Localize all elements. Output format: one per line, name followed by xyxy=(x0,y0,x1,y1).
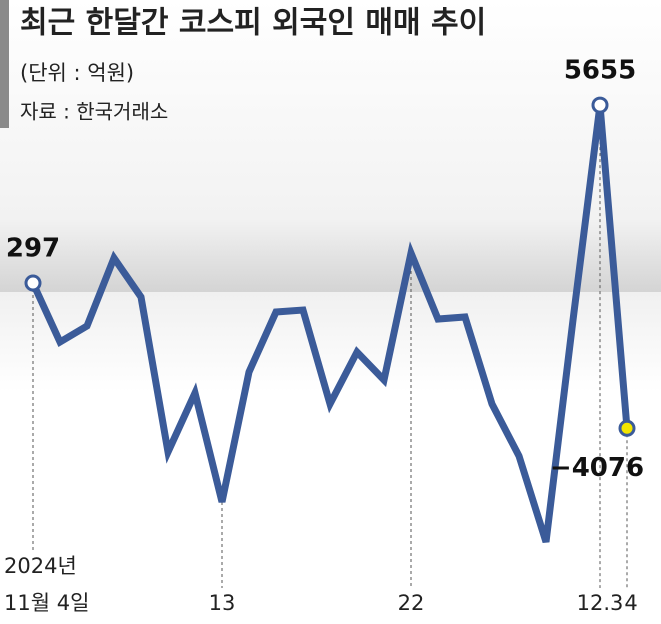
source: 자료 : 한국거래소 xyxy=(20,100,168,124)
value-label: 5655 xyxy=(564,56,636,86)
x-tick-label: 11월 4일 xyxy=(4,591,89,615)
x-tick-label: 22 xyxy=(398,591,425,615)
chart-title: 최근 한달간 코스피 외국인 매매 추이 xyxy=(20,6,486,41)
line xyxy=(29,104,631,544)
point xyxy=(618,419,636,437)
chart-subtitle: (단위 : 억원) xyxy=(20,61,134,85)
value-label: −4076 xyxy=(550,453,644,483)
background-upper xyxy=(0,0,661,292)
x-tick-label: 12.3 xyxy=(577,591,624,615)
x-tick-label: 4 xyxy=(624,591,637,615)
title-bar xyxy=(0,0,9,128)
x-tick-label: 13 xyxy=(209,591,236,615)
value-label: 297 xyxy=(6,234,60,264)
background-lower xyxy=(0,292,661,624)
point xyxy=(591,96,609,114)
point xyxy=(24,274,42,292)
year-label: 2024년 xyxy=(4,554,77,578)
